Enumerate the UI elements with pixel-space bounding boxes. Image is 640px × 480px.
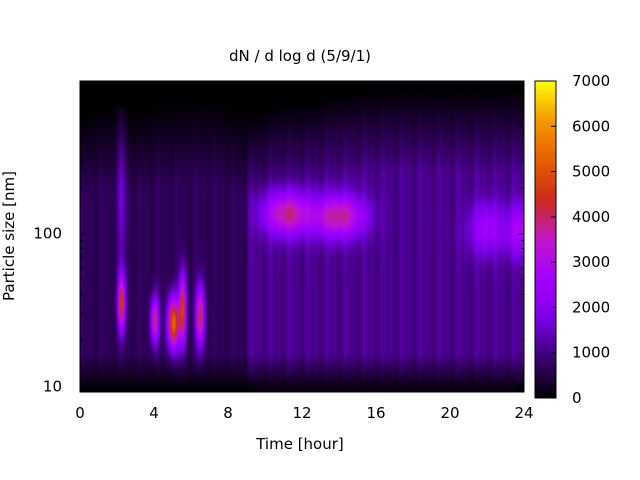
heatmap-plot-area	[79, 80, 525, 393]
colorbar-tick-label: 0	[572, 389, 582, 407]
colorbar-gradient	[534, 80, 557, 399]
colorbar-tick-label: 6000	[572, 117, 610, 135]
colorbar-tick-label: 7000	[572, 72, 610, 90]
x-axis: 0 4 8 12 16 20 24	[75, 81, 534, 422]
x-tick-label: 4	[149, 404, 159, 422]
x-tick-label: 24	[514, 404, 533, 422]
x-tick-label: 0	[75, 404, 85, 422]
y-axis: 10 100	[33, 80, 524, 395]
x-tick-label: 16	[366, 404, 385, 422]
colorbar-tick-label: 2000	[572, 298, 610, 316]
y-tick-label: 100	[33, 225, 62, 243]
y-tick-label: 10	[43, 377, 62, 395]
heatmap-image	[80, 81, 524, 392]
chart-title: dN / d log d (5/9/1)	[229, 47, 371, 65]
colorbar: 0 1000 2000 3000 4000 5000 6000 7000	[534, 72, 610, 407]
x-tick-label: 12	[292, 404, 311, 422]
colorbar-tick-label: 5000	[572, 163, 610, 181]
colorbar-ticks: 0 1000 2000 3000 4000 5000 6000 7000	[551, 72, 610, 407]
x-axis-label: Time [hour]	[255, 435, 344, 453]
y-axis-label: Particle size [nm]	[0, 171, 18, 301]
colorbar-tick-label: 3000	[572, 253, 610, 271]
colorbar-tick-label: 4000	[572, 208, 610, 226]
x-tick-label: 20	[440, 404, 459, 422]
x-tick-label: 8	[223, 404, 233, 422]
colorbar-tick-label: 1000	[572, 344, 610, 362]
